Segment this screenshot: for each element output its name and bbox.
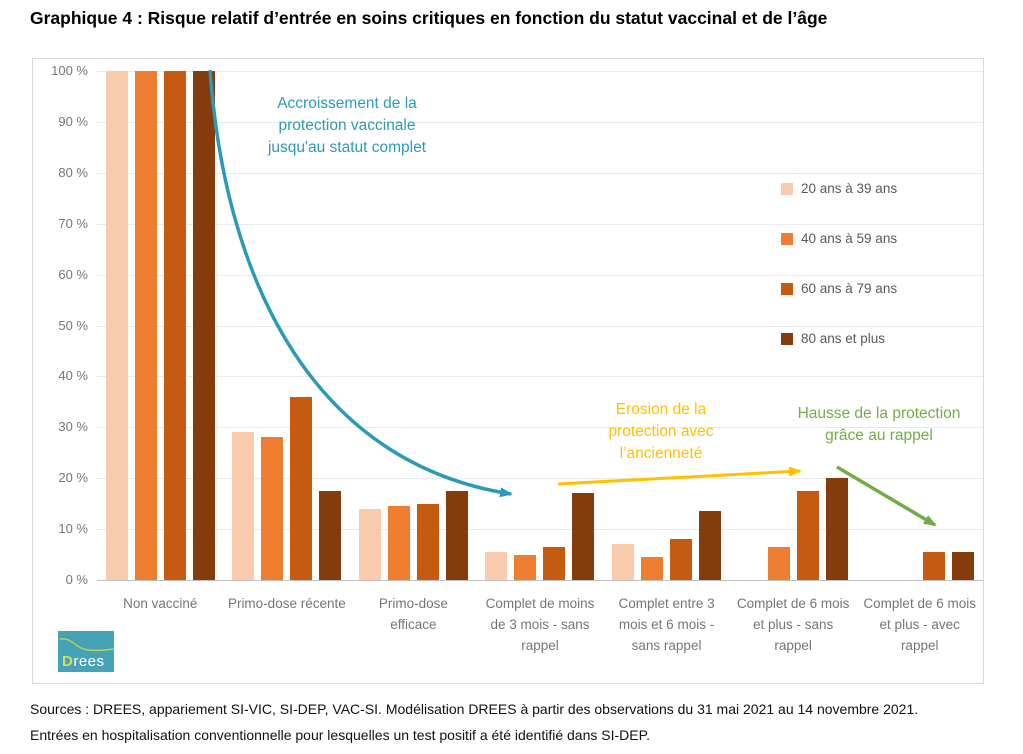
y-tick-label: 30 % (58, 419, 88, 435)
bar (105, 71, 128, 580)
bar (923, 552, 946, 580)
bar (134, 71, 157, 580)
y-tick-label: 40 % (58, 368, 88, 384)
y-tick-label: 80 % (58, 164, 88, 180)
bar-group-1 (97, 71, 224, 580)
annotation-line: Hausse de la protection (797, 405, 961, 422)
category-label: Complet de 6 mois et plus - sans rappel (736, 596, 850, 653)
gridline-90% (97, 121, 983, 123)
bar-group-7 (856, 71, 983, 580)
bar (670, 539, 693, 580)
drees-logo-initial: D (62, 653, 74, 670)
legend-entry-3: 60 ans à 79 ans (781, 281, 897, 296)
drees-logo-text: Drees (62, 653, 105, 670)
bar (261, 437, 284, 580)
drees-logo: Drees (58, 631, 114, 672)
y-tick-label: 90 % (58, 113, 88, 129)
annotation-line: protection vaccinale (278, 117, 416, 134)
category-label: Complet de 6 mois et plus - avec rappel (863, 596, 976, 653)
gridline-40% (97, 376, 983, 378)
gridline-100% (97, 71, 983, 72)
bar-group-5 (603, 71, 730, 580)
annotation-erosion: Erosion de la protection avec l’ancienneté (550, 399, 772, 465)
bar (163, 71, 186, 580)
annotation-line: l’ancienneté (619, 445, 703, 462)
bar (445, 490, 468, 580)
bar (572, 493, 595, 580)
gridline-80% (97, 172, 983, 174)
chart-title: Graphique 4 : Risque relatif d’entrée en… (30, 8, 828, 28)
category-label: Primo-dose efficace (378, 596, 448, 632)
bar-group-3 (350, 71, 477, 580)
bar (514, 554, 537, 580)
bar (232, 432, 255, 580)
legend-swatch (781, 282, 793, 295)
bar (290, 396, 313, 580)
bar (319, 490, 342, 580)
legend-label: 40 ans à 59 ans (801, 231, 898, 246)
bar (485, 552, 508, 580)
gridline-10% (97, 529, 983, 531)
annotation-increase: Accroissement de la protection vaccinale j… (235, 93, 459, 159)
legend-entry-4: 80 ans et plus (781, 331, 885, 346)
bar (612, 544, 635, 580)
source-line-1: Sources : DREES, appariement SI-VIC, SI-… (30, 701, 919, 717)
y-tick-label: 100 % (51, 63, 88, 78)
y-tick-label: 60 % (58, 266, 88, 282)
category-label: Complet de moins de 3 mois - sans rappel (485, 596, 595, 653)
bar (641, 557, 664, 580)
source-note: Sources : DREES, appariement SI-VIC, SI-… (30, 696, 1010, 748)
bar (192, 71, 215, 580)
bar (796, 490, 819, 580)
drees-logo-curve (59, 638, 114, 652)
gridline-70% (97, 223, 983, 225)
annotation-line: jusqu'au statut complet (267, 139, 427, 156)
bar (387, 506, 410, 580)
bar (543, 546, 566, 580)
bar (952, 552, 975, 580)
legend-swatch (781, 182, 793, 195)
gridline-60% (97, 274, 983, 276)
annotation-line: grâce au rappel (825, 427, 933, 444)
chart-area: 20 ans à 39 ans 40 ans à 59 ans 60 ans à 7… (32, 58, 984, 684)
bar (416, 503, 439, 580)
category-label: Complet entre 3 mois et 6 mois - sans ra… (618, 596, 715, 653)
gridline-0% (97, 580, 983, 581)
gridline-30% (97, 427, 983, 429)
gridline-20% (97, 478, 983, 480)
gridline-50% (97, 325, 983, 327)
legend-entry-2: 40 ans à 59 ans (781, 231, 897, 246)
legend-swatch (781, 332, 793, 345)
y-tick-label: 0 % (65, 572, 88, 587)
legend-swatch (781, 232, 793, 245)
y-tick-label: 20 % (58, 470, 88, 486)
bar (825, 478, 848, 580)
y-tick-label: 70 % (58, 215, 88, 231)
legend-label: 20 ans à 39 ans (801, 181, 898, 196)
category-label: Primo-dose récente (227, 596, 346, 611)
category-label: Non vacciné (123, 596, 198, 611)
annotation-line: Erosion de la (615, 401, 707, 418)
bar-group-6 (730, 71, 857, 580)
plot-area: 20 ans à 39 ans 40 ans à 59 ans 60 ans à 7… (97, 71, 983, 581)
legend-entry-1: 20 ans à 39 ans (781, 181, 897, 196)
bar (358, 508, 381, 580)
bar-group-4 (477, 71, 604, 580)
annotation-boost: Hausse de la protection grâce au rappel (755, 403, 1003, 447)
y-tick-label: 10 % (58, 521, 88, 537)
y-tick-label: 50 % (58, 317, 88, 333)
bar (699, 511, 722, 580)
legend-label: 60 ans à 79 ans (801, 281, 898, 296)
source-line-2: Entrées en hospitalisation conventionnel… (30, 727, 651, 743)
bar (767, 546, 790, 580)
legend-label: 80 ans et plus (801, 331, 886, 346)
annotation-line: Accroissement de la (277, 95, 417, 112)
annotation-line: protection avec (608, 423, 714, 440)
